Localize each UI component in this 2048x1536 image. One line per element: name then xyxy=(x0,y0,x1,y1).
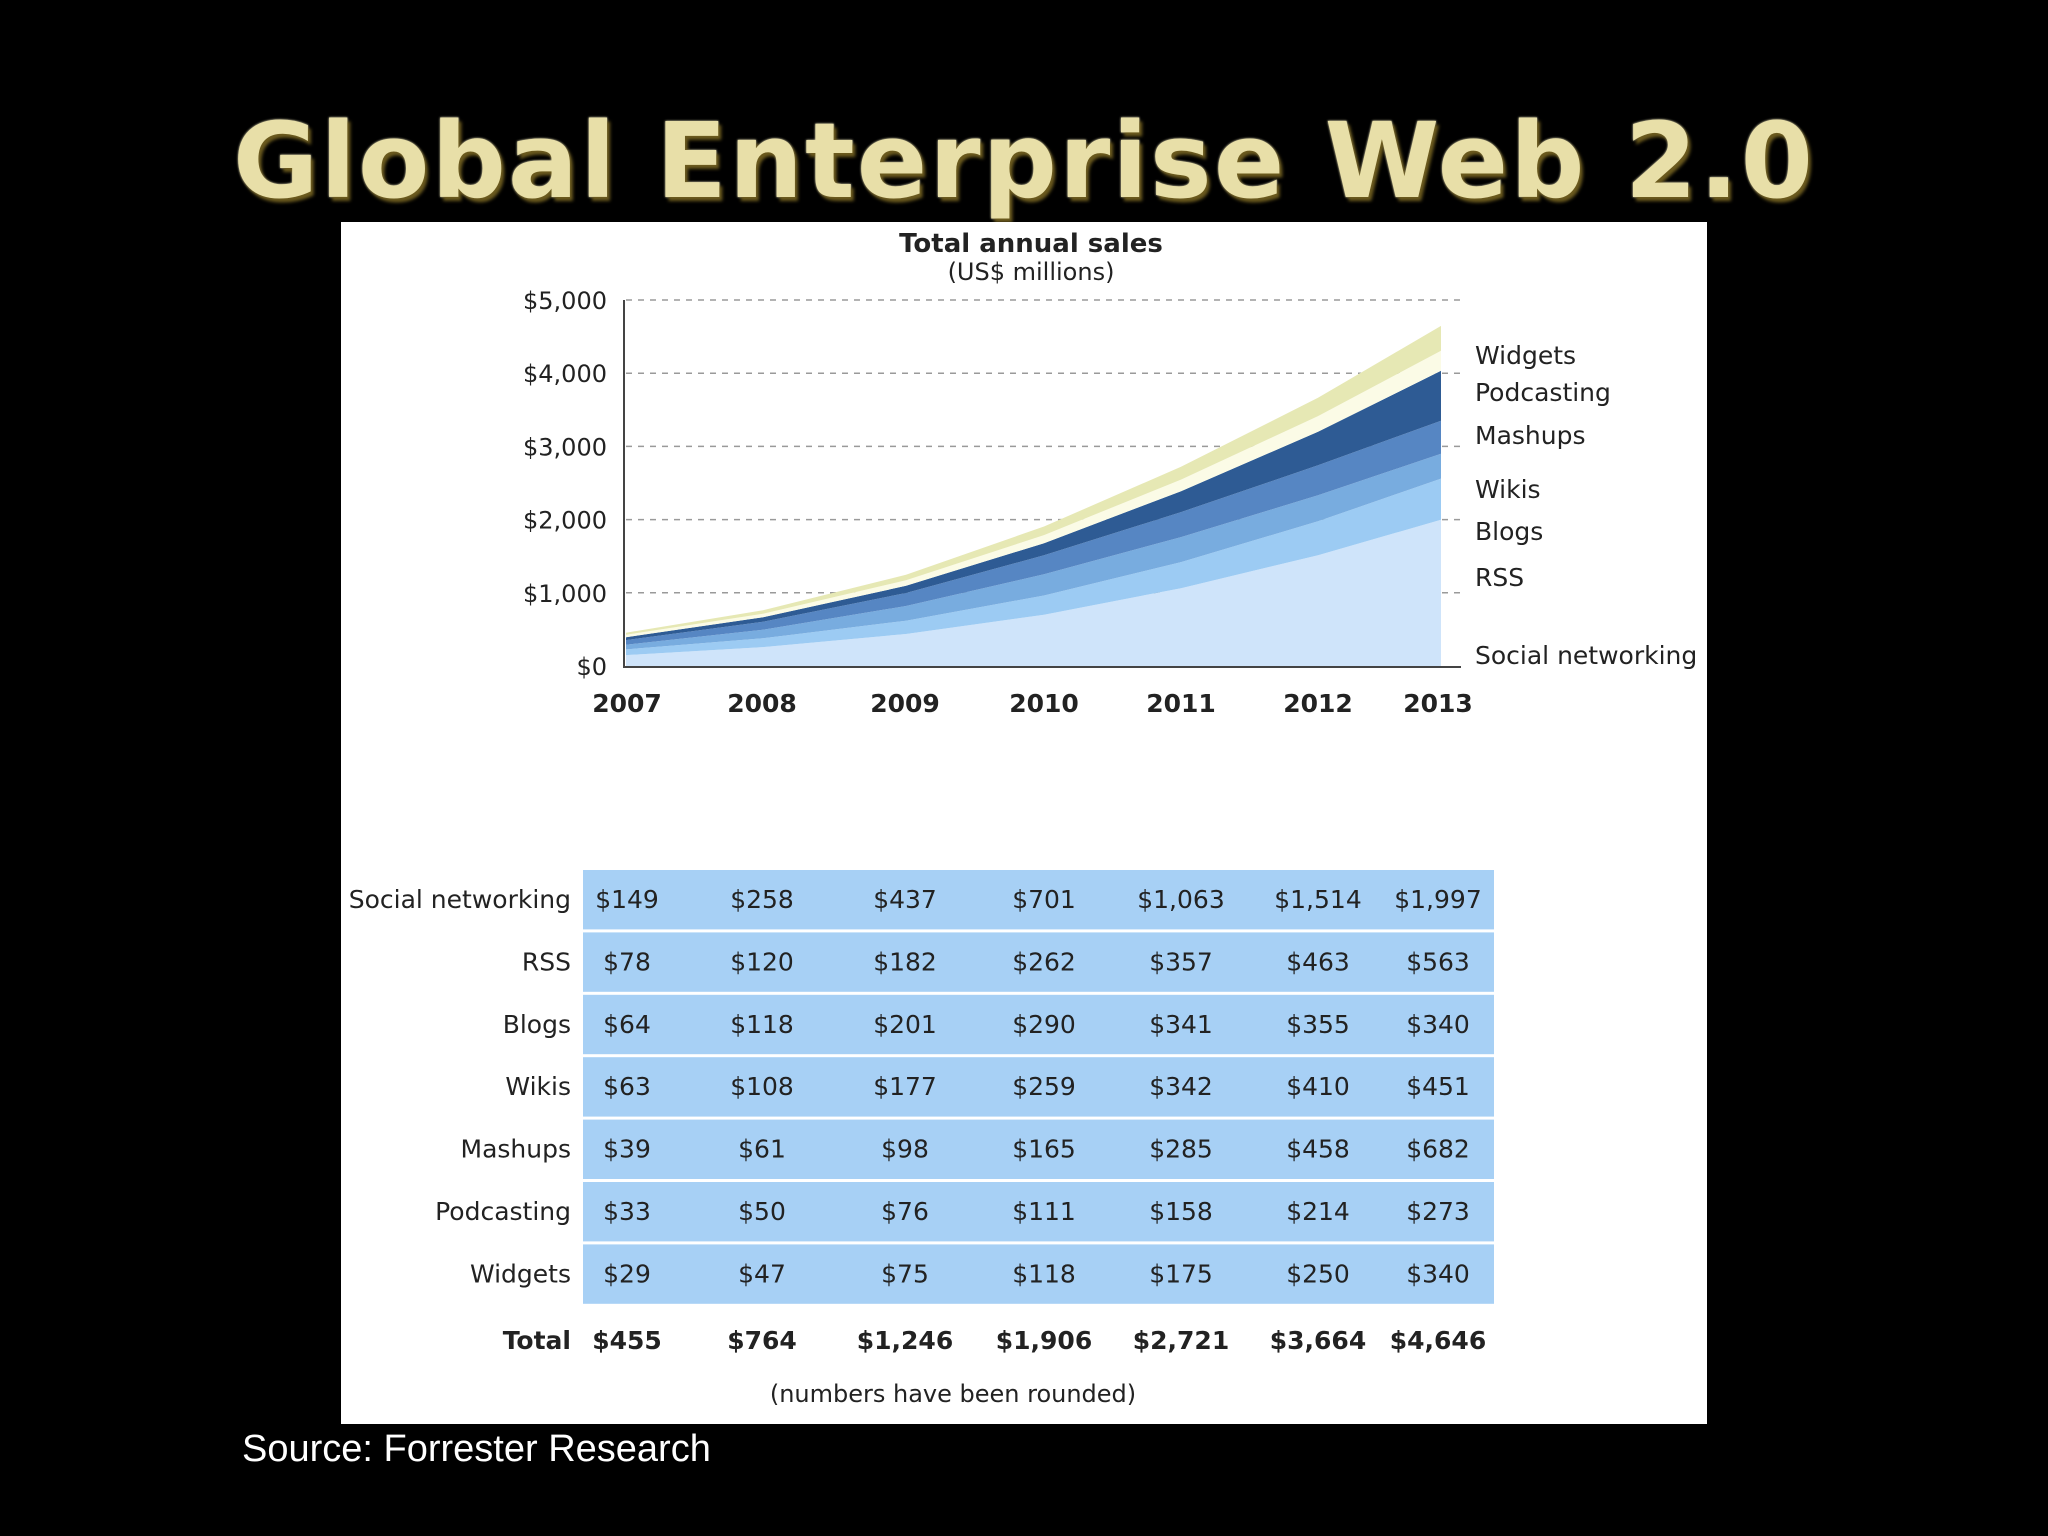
table-row-label: RSS xyxy=(522,947,571,976)
total-cell: $455 xyxy=(592,1326,662,1355)
total-cell: $1,246 xyxy=(857,1326,953,1355)
table-cell: $682 xyxy=(1406,1135,1470,1164)
table-row xyxy=(583,932,1494,992)
table-cell: $29 xyxy=(603,1259,651,1288)
legend-label: Widgets xyxy=(1475,341,1576,370)
table-row xyxy=(583,1244,1494,1304)
table-cell: $63 xyxy=(603,1072,651,1101)
table-cell: $701 xyxy=(1012,885,1076,914)
legend-label: Mashups xyxy=(1475,421,1586,450)
table-cell: $111 xyxy=(1012,1197,1076,1226)
total-cell: $3,664 xyxy=(1270,1326,1366,1355)
table-cell: $340 xyxy=(1406,1010,1470,1039)
chart-footnote: (numbers have been rounded) xyxy=(770,1380,1136,1408)
table-cell: $258 xyxy=(730,885,794,914)
y-tick-label: $1,000 xyxy=(523,580,607,608)
table-cell: $78 xyxy=(603,947,651,976)
y-tick-label: $3,000 xyxy=(523,433,607,461)
table-cell: $290 xyxy=(1012,1010,1076,1039)
x-tick-label: 2008 xyxy=(727,689,797,718)
stacked-area-chart: Total annual sales (US$ millions) $0 $1,0… xyxy=(349,229,1698,1408)
x-tick-label: 2007 xyxy=(592,689,662,718)
y-tick-label: $5,000 xyxy=(523,287,607,315)
table-cell: $120 xyxy=(730,947,794,976)
chart-panel: Total annual sales (US$ millions) $0 $1,0… xyxy=(341,222,1707,1424)
table-cell: $285 xyxy=(1149,1135,1213,1164)
table-row-label: Social networking xyxy=(349,885,571,914)
table-row xyxy=(583,1057,1494,1117)
table-cell: $341 xyxy=(1149,1010,1213,1039)
table-cell: $75 xyxy=(881,1259,929,1288)
y-tick-label: $4,000 xyxy=(523,360,607,388)
table-cell: $64 xyxy=(603,1010,651,1039)
y-tick-label: $2,000 xyxy=(523,507,607,535)
total-cell: $1,906 xyxy=(996,1326,1092,1355)
table-cell: $175 xyxy=(1149,1259,1213,1288)
table-cell: $458 xyxy=(1286,1135,1350,1164)
table-cell: $463 xyxy=(1286,947,1350,976)
table-row-label: Blogs xyxy=(503,1010,571,1039)
table-cell: $39 xyxy=(603,1135,651,1164)
table-cell: $451 xyxy=(1406,1072,1470,1101)
table-cell: $355 xyxy=(1286,1010,1350,1039)
table-row-label: Wikis xyxy=(505,1072,571,1101)
chart-subtitle: (US$ millions) xyxy=(948,258,1115,286)
table-cell: $158 xyxy=(1149,1197,1213,1226)
chart-title: Total annual sales xyxy=(899,229,1163,259)
table-cell: $182 xyxy=(873,947,937,976)
legend-label: Blogs xyxy=(1475,517,1543,546)
table-cell: $201 xyxy=(873,1010,937,1039)
area-series-social-networking xyxy=(626,519,1441,666)
table-cell: $410 xyxy=(1286,1072,1350,1101)
table-cell: $563 xyxy=(1406,947,1470,976)
table-cell: $357 xyxy=(1149,947,1213,976)
x-tick-label: 2013 xyxy=(1403,689,1473,718)
table-row-label: Widgets xyxy=(470,1259,571,1288)
x-tick-label: 2011 xyxy=(1146,689,1216,718)
table-cell: $340 xyxy=(1406,1259,1470,1288)
table-cell: $149 xyxy=(595,885,659,914)
legend-label: Podcasting xyxy=(1475,378,1611,407)
table-cell: $437 xyxy=(873,885,937,914)
table-cell: $50 xyxy=(738,1197,786,1226)
table-row xyxy=(583,1182,1494,1242)
table-row xyxy=(583,870,1494,930)
table-cell: $342 xyxy=(1149,1072,1213,1101)
x-tick-label: 2009 xyxy=(870,689,940,718)
table-cell: $273 xyxy=(1406,1197,1470,1226)
table-row-label: Mashups xyxy=(461,1135,572,1164)
table-cell: $118 xyxy=(730,1010,794,1039)
total-cell: $2,721 xyxy=(1133,1326,1229,1355)
x-tick-label: 2012 xyxy=(1283,689,1353,718)
table-cell: $259 xyxy=(1012,1072,1076,1101)
table-cell: $33 xyxy=(603,1197,651,1226)
total-cell: $4,646 xyxy=(1390,1326,1486,1355)
legend-label: Social networking xyxy=(1475,641,1697,670)
table-cell: $47 xyxy=(738,1259,786,1288)
table-cell: $1,063 xyxy=(1137,885,1224,914)
table-cell: $250 xyxy=(1286,1259,1350,1288)
source-credit: Source: Forrester Research xyxy=(242,1428,711,1470)
table-row xyxy=(583,1119,1494,1179)
total-cell: $764 xyxy=(727,1326,797,1355)
y-tick-label: $0 xyxy=(576,653,607,681)
total-row-label: Total xyxy=(503,1326,571,1355)
table-cell: $108 xyxy=(730,1072,794,1101)
table-cell: $1,514 xyxy=(1274,885,1361,914)
table-cell: $262 xyxy=(1012,947,1076,976)
table-cell: $61 xyxy=(738,1135,786,1164)
table-cell: $165 xyxy=(1012,1135,1076,1164)
table-cell: $76 xyxy=(881,1197,929,1226)
table-cell: $1,997 xyxy=(1394,885,1481,914)
table-cell: $177 xyxy=(873,1072,937,1101)
table-row xyxy=(583,994,1494,1055)
table-cell: $98 xyxy=(881,1135,929,1164)
legend-label: Wikis xyxy=(1475,475,1541,504)
x-tick-label: 2010 xyxy=(1009,689,1079,718)
table-row-label: Podcasting xyxy=(435,1197,571,1226)
table-cell: $118 xyxy=(1012,1259,1076,1288)
table-cell: $214 xyxy=(1286,1197,1350,1226)
legend-label: RSS xyxy=(1475,563,1524,592)
